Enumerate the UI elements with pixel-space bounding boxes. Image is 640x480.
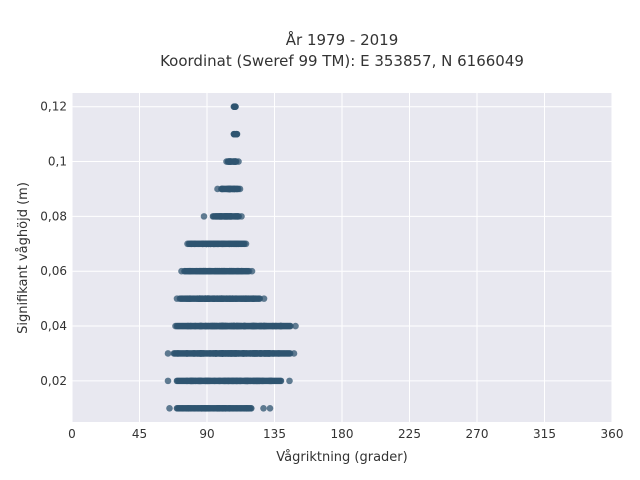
x-tick-label: 270 [466, 427, 489, 441]
data-point [232, 158, 240, 165]
y-tick-label: 0,06 [40, 264, 67, 278]
x-tick-label: 180 [331, 427, 354, 441]
data-point [292, 322, 299, 330]
y-axis-title: Signifikant våghöjd (m) [16, 182, 31, 334]
data-point [277, 377, 285, 385]
grid [71, 93, 613, 422]
y-tick-label: 0,1 [48, 155, 67, 169]
data-point [286, 350, 294, 357]
data-point [241, 240, 248, 248]
x-tick-label: 135 [263, 427, 286, 441]
data-point [286, 377, 293, 385]
chart-title-line1: År 1979 - 2019 [286, 30, 399, 49]
y-tick-label: 0,04 [40, 319, 67, 333]
y-tick-label: 0,12 [40, 100, 67, 114]
y-tick-label: 0,08 [40, 209, 67, 223]
data-point [244, 267, 252, 275]
data-point [266, 404, 274, 412]
x-axis-title: Vågriktning (grader) [276, 450, 407, 465]
data-point [232, 103, 239, 111]
x-tick-label: 45 [132, 427, 147, 441]
x-tick-label: 0 [68, 427, 76, 441]
y-axis-ticks: 0,02 0,04 0,06 0,08 0,1 0,12 [40, 100, 67, 388]
data-point [247, 404, 255, 412]
data-points [164, 103, 299, 412]
x-axis-ticks: 0 45 90 135 180 225 270 315 360 [68, 427, 623, 441]
x-tick-label: 360 [601, 427, 624, 441]
data-point [164, 377, 172, 385]
data-point [235, 213, 242, 220]
data-point [233, 130, 240, 138]
data-point [200, 213, 208, 220]
data-point [287, 322, 294, 330]
data-point [234, 185, 242, 193]
chart-title-line2: Koordinat (Sweref 99 TM): E 353857, N 61… [160, 52, 524, 70]
x-tick-label: 225 [398, 427, 421, 441]
x-tick-label: 90 [199, 427, 214, 441]
data-point [164, 350, 172, 357]
data-point [256, 295, 263, 302]
x-tick-label: 315 [533, 427, 556, 441]
y-tick-label: 0,02 [40, 374, 67, 388]
data-point [260, 404, 267, 412]
data-point [166, 404, 173, 412]
